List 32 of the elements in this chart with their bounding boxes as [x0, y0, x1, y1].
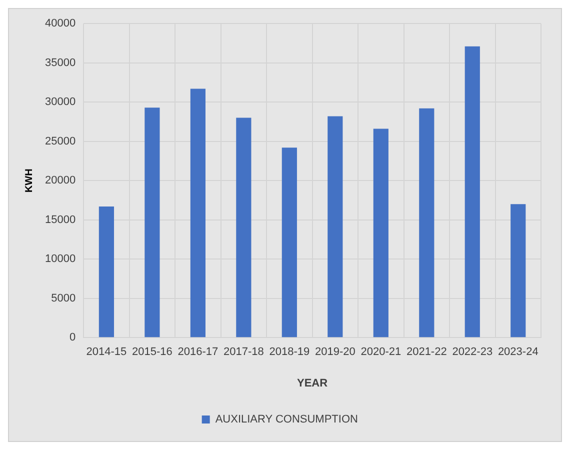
- y-tick-label: 20000: [44, 174, 76, 187]
- bar: [373, 128, 388, 338]
- y-tick-label: 15000: [44, 214, 76, 226]
- x-tick-label: 2018-19: [269, 346, 310, 358]
- x-tick-label: 2023-24: [498, 346, 538, 358]
- x-tick-label: 2014-15: [86, 346, 127, 358]
- y-tick-label: 40000: [44, 18, 76, 30]
- legend-label: AUXILIARY CONSUMPTION: [215, 414, 358, 426]
- y-tick-label: 35000: [44, 56, 76, 69]
- x-tick-label: 2017-18: [223, 346, 264, 358]
- y-tick-label: 5000: [51, 292, 76, 304]
- bar: [464, 46, 480, 338]
- bar: [236, 118, 252, 338]
- x-tick-label: 2016-17: [178, 346, 218, 358]
- x-tick-label: 2020-21: [360, 346, 402, 358]
- bar: [282, 148, 297, 338]
- y-tick-label: 10000: [44, 253, 76, 266]
- bar: [144, 108, 160, 338]
- y-axis-title: KWH: [24, 168, 35, 193]
- bar: [419, 108, 434, 338]
- bar: [98, 206, 114, 338]
- bar: [510, 204, 526, 338]
- y-tick-label: 0: [69, 332, 76, 344]
- y-tick-label: 25000: [44, 135, 76, 148]
- x-tick-label: 2019-20: [314, 346, 356, 358]
- y-tick-label: 30000: [44, 96, 76, 108]
- x-tick-label: 2022-23: [452, 346, 493, 358]
- bar: [190, 88, 206, 338]
- x-tick-label: 2021-22: [406, 346, 447, 358]
- x-axis-title: YEAR: [297, 377, 328, 390]
- bar: [328, 116, 343, 338]
- x-tick-label: 2015-16: [132, 346, 172, 358]
